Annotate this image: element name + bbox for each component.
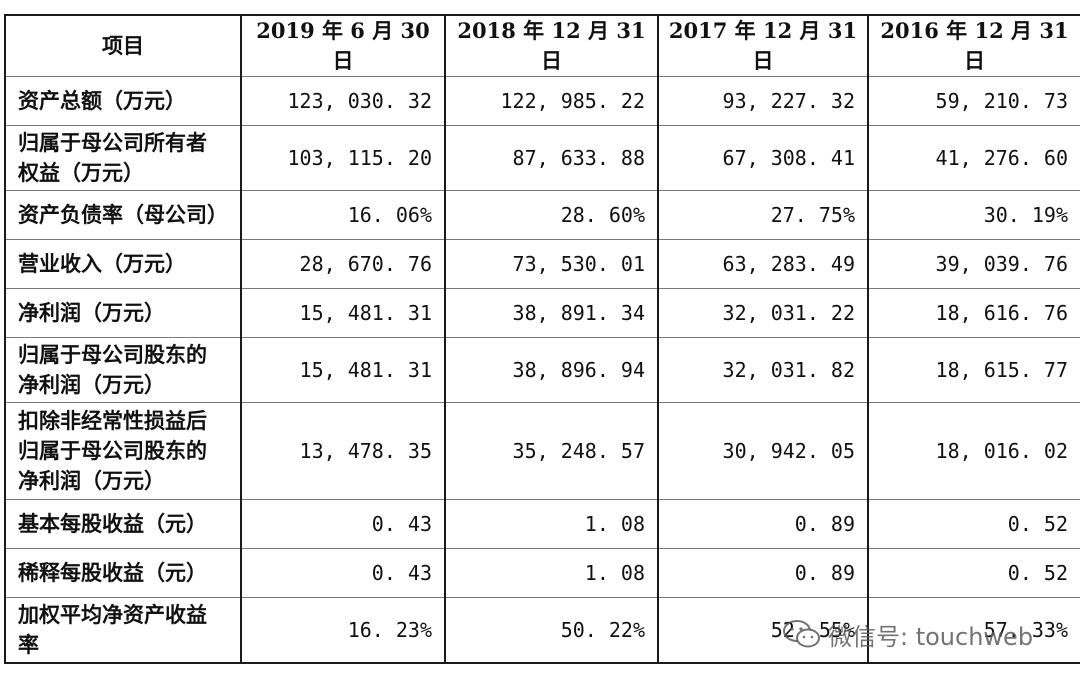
table-row: 稀释每股收益（元） 0. 43 1. 08 0. 89 0. 52 (4, 548, 1080, 598)
table-cell: 93, 227. 32 (657, 76, 869, 126)
header-2017-12-31: 2017 年 12 月 31 日 (657, 14, 869, 77)
table-cell: 1. 08 (444, 548, 659, 598)
table-cell: 41, 276. 60 (867, 125, 1080, 191)
table-cell: 57. 33% (867, 597, 1080, 664)
table-cell: 16. 23% (240, 597, 446, 664)
table-cell: 122, 985. 22 (444, 76, 659, 126)
financial-table-container: 项目 2019 年 6 月 30 日 2018 年 12 月 31 日 2017… (4, 14, 1080, 664)
table-cell: 0. 89 (657, 499, 869, 549)
table-row: 营业收入（万元） 28, 670. 76 73, 530. 01 63, 283… (4, 239, 1080, 289)
table-cell: 0. 89 (657, 548, 869, 598)
financial-data-table: 项目 2019 年 6 月 30 日 2018 年 12 月 31 日 2017… (4, 14, 1080, 664)
table-cell: 39, 039. 76 (867, 239, 1080, 289)
table-cell: 50. 22% (444, 597, 659, 664)
table-cell: 123, 030. 32 (240, 76, 446, 126)
table-row: 归属于母公司所有者 权益（万元） 103, 115. 20 87, 633. 8… (4, 125, 1080, 191)
table-cell: 73, 530. 01 (444, 239, 659, 289)
table-cell: 30. 19% (867, 190, 1080, 240)
table-row: 加权平均净资产收益 率 16. 23% 50. 22% 52. 55% 57. … (4, 597, 1080, 664)
table-cell: 0. 52 (867, 548, 1080, 598)
table-cell: 15, 481. 31 (240, 337, 446, 403)
table-cell: 0. 43 (240, 499, 446, 549)
table-cell: 0. 43 (240, 548, 446, 598)
table-cell: 13, 478. 35 (240, 402, 446, 500)
table-cell: 52. 55% (657, 597, 869, 664)
row-label: 归属于母公司所有者 权益（万元） (4, 125, 242, 191)
table-cell: 1. 08 (444, 499, 659, 549)
table-cell: 67, 308. 41 (657, 125, 869, 191)
table-cell: 27. 75% (657, 190, 869, 240)
table-header-row: 项目 2019 年 6 月 30 日 2018 年 12 月 31 日 2017… (4, 14, 1080, 77)
table-cell: 18, 616. 76 (867, 288, 1080, 338)
table-row: 资产负债率（母公司） 16. 06% 28. 60% 27. 75% 30. 1… (4, 190, 1080, 240)
table-cell: 16. 06% (240, 190, 446, 240)
watermark-text: 微信号: touchweb (828, 622, 1034, 651)
row-label: 加权平均净资产收益 率 (4, 597, 242, 664)
table-cell: 15, 481. 31 (240, 288, 446, 338)
row-label: 净利润（万元） (4, 288, 242, 338)
table-cell: 0. 52 (867, 499, 1080, 549)
table-row: 基本每股收益（元） 0. 43 1. 08 0. 89 0. 52 (4, 499, 1080, 549)
table-row: 归属于母公司股东的 净利润（万元） 15, 481. 31 38, 896. 9… (4, 337, 1080, 403)
table-cell: 87, 633. 88 (444, 125, 659, 191)
wechat-icon (782, 619, 822, 649)
table-cell: 28, 670. 76 (240, 239, 446, 289)
table-cell: 63, 283. 49 (657, 239, 869, 289)
table-cell: 32, 031. 82 (657, 337, 869, 403)
table-cell: 28. 60% (444, 190, 659, 240)
row-label: 扣除非经常性损益后 归属于母公司股东的 净利润（万元） (4, 402, 242, 500)
wechat-watermark: 微信号: touchweb (782, 616, 1033, 652)
table-cell: 103, 115. 20 (240, 125, 446, 191)
table-cell: 18, 615. 77 (867, 337, 1080, 403)
table-row: 资产总额（万元） 123, 030. 32 122, 985. 22 93, 2… (4, 76, 1080, 126)
row-label: 资产负债率（母公司） (4, 190, 242, 240)
row-label: 营业收入（万元） (4, 239, 242, 289)
table-cell: 30, 942. 05 (657, 402, 869, 500)
table-row: 净利润（万元） 15, 481. 31 38, 891. 34 32, 031.… (4, 288, 1080, 338)
table-cell: 32, 031. 22 (657, 288, 869, 338)
header-2016-12-31: 2016 年 12 月 31 日 (867, 14, 1080, 77)
row-label: 资产总额（万元） (4, 76, 242, 126)
header-2019-06-30: 2019 年 6 月 30 日 (240, 14, 446, 77)
table-cell: 38, 891. 34 (444, 288, 659, 338)
header-2018-12-31: 2018 年 12 月 31 日 (444, 14, 659, 77)
table-cell: 18, 016. 02 (867, 402, 1080, 500)
table-row: 扣除非经常性损益后 归属于母公司股东的 净利润（万元） 13, 478. 35 … (4, 402, 1080, 500)
row-label: 归属于母公司股东的 净利润（万元） (4, 337, 242, 403)
table-cell: 38, 896. 94 (444, 337, 659, 403)
row-label: 稀释每股收益（元） (4, 548, 242, 598)
table-cell: 35, 248. 57 (444, 402, 659, 500)
header-item: 项目 (4, 14, 242, 77)
table-cell: 59, 210. 73 (867, 76, 1080, 126)
row-label: 基本每股收益（元） (4, 499, 242, 549)
